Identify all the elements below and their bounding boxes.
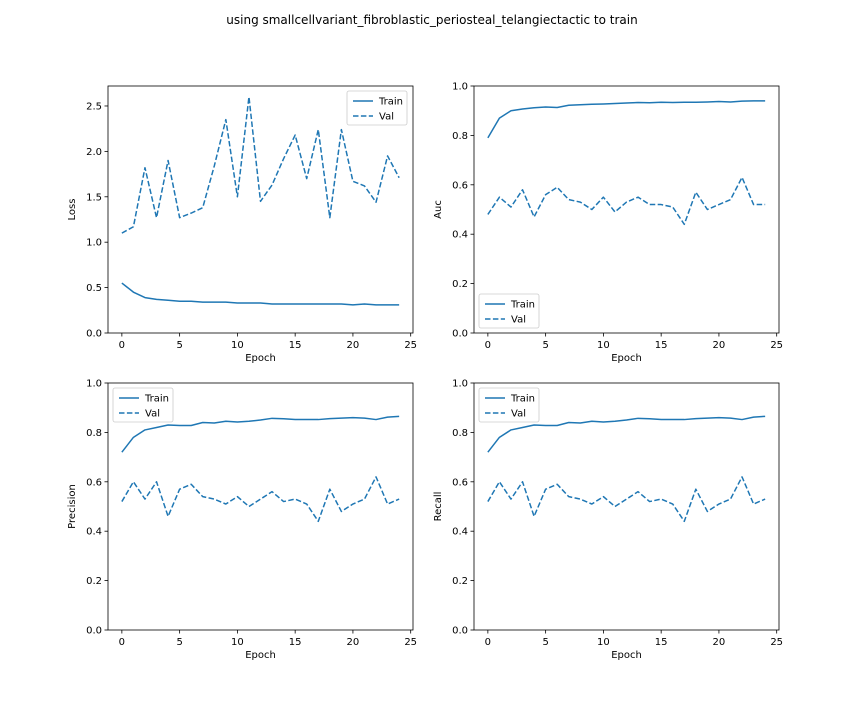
- axes-frame: [107, 85, 414, 334]
- x-tick-label: 5: [542, 637, 548, 648]
- y-tick-label: 0.0: [86, 329, 102, 340]
- axes-frame: [473, 382, 780, 631]
- x-axis-label: Epoch: [611, 650, 642, 661]
- x-tick-label: 10: [231, 637, 244, 648]
- legend: Train Val: [478, 387, 540, 423]
- x-tick-label: 0: [485, 340, 491, 351]
- legend: Train Val: [478, 293, 540, 329]
- x-tick-label: 10: [597, 340, 610, 351]
- series-line-train: [487, 100, 766, 139]
- y-tick-label: 0.8: [86, 428, 102, 439]
- y-tick-label: 0.6: [452, 477, 468, 488]
- legend-label-val: Val: [379, 112, 394, 123]
- legend-label-train: Train: [378, 97, 403, 108]
- y-tick-label: 1.0: [452, 82, 468, 93]
- x-tick-label: 0: [119, 637, 125, 648]
- series-line-val: [121, 476, 400, 523]
- y-tick-label: 0.6: [86, 477, 102, 488]
- legend: Train Val: [346, 90, 408, 126]
- series-line-train: [121, 415, 400, 453]
- y-tick-label: 0.8: [452, 131, 468, 142]
- x-tick-label: 15: [655, 340, 668, 351]
- y-axis-label: Auc: [433, 200, 444, 219]
- x-tick-label: 15: [289, 340, 302, 351]
- x-tick-label: 10: [597, 637, 610, 648]
- x-tick-label: 20: [347, 637, 360, 648]
- y-tick-label: 0.2: [452, 279, 468, 290]
- y-tick-label: 1.0: [452, 379, 468, 390]
- legend-label-val: Val: [511, 315, 526, 326]
- y-axis-label: Precision: [67, 484, 78, 529]
- x-tick-label: 10: [231, 340, 244, 351]
- subplot-grid: 0 5 10 15 20 25 0.0 0.5 1.0 1.5 2.0 2.5 Epoch Loss Tra…: [67, 82, 783, 662]
- x-tick-label: 25: [404, 637, 417, 648]
- legend: Train Val: [112, 387, 174, 423]
- y-tick-label: 2.5: [86, 101, 102, 112]
- y-tick-label: 1.5: [86, 192, 102, 203]
- y-axis-label: Recall: [433, 492, 444, 522]
- x-axis-label: Epoch: [245, 353, 276, 364]
- x-tick-label: 15: [655, 637, 668, 648]
- x-tick-label: 25: [770, 637, 783, 648]
- legend-label-val: Val: [511, 409, 526, 420]
- y-tick-label: 0.4: [86, 527, 102, 538]
- x-tick-label: 0: [119, 340, 125, 351]
- series-line-train: [487, 415, 766, 453]
- y-tick-label: 0.0: [86, 626, 102, 637]
- x-tick-label: 5: [542, 340, 548, 351]
- y-tick-label: 0.8: [452, 428, 468, 439]
- x-tick-label: 20: [713, 340, 726, 351]
- y-tick-label: 0.6: [452, 180, 468, 191]
- subplot-loss: 0 5 10 15 20 25 0.0 0.5 1.0 1.5 2.0 2.5 Epoch Loss Tra…: [67, 85, 417, 364]
- axes-frame: [473, 85, 780, 334]
- y-tick-label: 0.4: [452, 230, 468, 241]
- subplot-auc: 0 5 10 15 20 25 0.0 0.2 0.4 0.6 0.8 1.0 Epoch Auc Trai…: [433, 82, 783, 365]
- y-axis-label: Loss: [67, 199, 78, 221]
- x-axis-label: Epoch: [245, 650, 276, 661]
- y-tick-label: 0.0: [452, 329, 468, 340]
- y-tick-label: 0.0: [452, 626, 468, 637]
- figure-suptitle: using smallcellvariant_fibroblastic_peri…: [226, 13, 637, 27]
- series-line-val: [487, 176, 766, 226]
- series-line-val: [121, 96, 400, 234]
- y-tick-label: 0.5: [86, 283, 102, 294]
- legend-label-train: Train: [144, 394, 169, 405]
- y-tick-label: 1.0: [86, 379, 102, 390]
- y-tick-label: 0.2: [86, 576, 102, 587]
- x-tick-label: 5: [176, 637, 182, 648]
- x-tick-label: 25: [770, 340, 783, 351]
- x-tick-label: 0: [485, 637, 491, 648]
- x-tick-label: 25: [404, 340, 417, 351]
- series-line-val: [487, 476, 766, 523]
- y-tick-label: 0.2: [452, 576, 468, 587]
- axes-frame: [107, 382, 414, 631]
- y-tick-label: 1.0: [86, 238, 102, 249]
- subplot-recall: 0 5 10 15 20 25 0.0 0.2 0.4 0.6 0.8 1.0 Epoch Recall T…: [433, 379, 783, 662]
- y-tick-label: 2.0: [86, 147, 102, 158]
- subplot-precision: 0 5 10 15 20 25 0.0 0.2 0.4 0.6 0.8 1.0 Epoch Precisi…: [67, 379, 417, 662]
- x-tick-label: 20: [713, 637, 726, 648]
- legend-label-train: Train: [510, 300, 535, 311]
- x-tick-label: 5: [176, 340, 182, 351]
- y-tick-label: 0.4: [452, 527, 468, 538]
- x-tick-label: 20: [347, 340, 360, 351]
- x-axis-label: Epoch: [611, 353, 642, 364]
- x-tick-label: 15: [289, 637, 302, 648]
- legend-label-val: Val: [145, 409, 160, 420]
- series-line-train: [121, 282, 400, 306]
- legend-label-train: Train: [510, 394, 535, 405]
